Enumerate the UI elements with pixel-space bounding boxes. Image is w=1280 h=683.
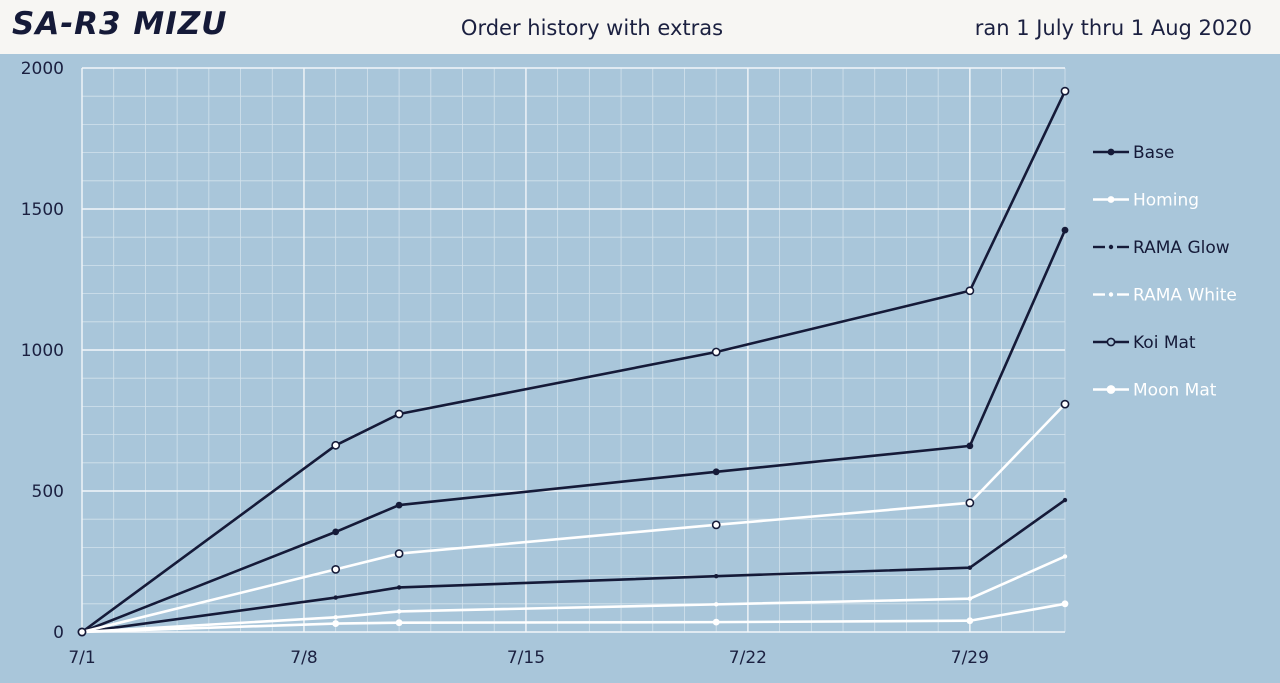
- series-line: [80, 498, 1067, 634]
- y-tick-label: 500: [32, 482, 64, 502]
- legend-label: RAMA White: [1133, 286, 1237, 306]
- legend-label: Moon Mat: [1133, 381, 1217, 401]
- legend-entry: Base: [1093, 143, 1174, 163]
- data-point: [331, 440, 341, 450]
- series-koi-mat: [77, 86, 1070, 637]
- series-base: [78, 226, 1069, 636]
- series-moon-mat: [77, 399, 1070, 637]
- data-point: [332, 620, 340, 627]
- series-rama-glow: [79, 497, 1068, 635]
- data-point: [711, 520, 721, 530]
- legend-entry: Homing: [1093, 191, 1199, 211]
- data-point: [966, 617, 974, 625]
- data-point: [396, 585, 402, 590]
- data-point: [713, 602, 719, 607]
- y-tick-label: 1500: [21, 200, 64, 220]
- data-point: [395, 501, 403, 509]
- legend-label: RAMA Glow: [1133, 238, 1230, 258]
- data-point: [712, 618, 720, 626]
- series-line: [80, 555, 1067, 634]
- data-point: [711, 347, 721, 357]
- data-point: [1060, 86, 1070, 96]
- data-point: [333, 595, 338, 600]
- data-point: [966, 442, 974, 450]
- data-point: [394, 409, 404, 419]
- data-point: [395, 619, 403, 627]
- data-point: [712, 468, 720, 476]
- legend-label: Homing: [1133, 191, 1199, 211]
- legend-entry: RAMA Glow: [1093, 238, 1230, 258]
- brand-logo: SA-R3 MIZU: [12, 6, 228, 42]
- chart-axes: 0 500 1000 1500 2000 7/1 7/8 7/15 7/22 7/29: [21, 59, 989, 668]
- series-line: [80, 89, 1067, 634]
- series-line: [80, 402, 1067, 634]
- header-bar: SA-R3 MIZU Order history with extras ran…: [0, 0, 1280, 54]
- chart-title: Order history with extras: [460, 16, 724, 40]
- legend-swatch-marker: [1106, 385, 1116, 394]
- x-tick-label: 7/1: [68, 648, 95, 668]
- series-line: [80, 228, 1067, 634]
- legend-entry: RAMA White: [1093, 286, 1237, 306]
- legend-swatch-marker: [1107, 196, 1115, 203]
- data-point: [1061, 600, 1069, 608]
- legend-swatch-marker: [1108, 292, 1114, 297]
- chart-grid: [81, 67, 1066, 633]
- data-point: [965, 498, 975, 508]
- data-point: [332, 528, 340, 536]
- x-tick-label: 7/29: [951, 648, 989, 668]
- chart-legend: Base Homing RAMA Glow RAMA White Koi Mat Moon…: [1093, 143, 1237, 401]
- legend-entry: Koi Mat: [1093, 333, 1196, 353]
- date-range-label: ran 1 July thru 1 Aug 2020: [974, 16, 1252, 40]
- data-point: [965, 286, 975, 296]
- legend-label: Koi Mat: [1133, 333, 1196, 353]
- data-point: [1061, 226, 1069, 234]
- y-tick-label: 1000: [21, 341, 64, 361]
- x-tick-label: 7/8: [290, 648, 317, 668]
- legend-swatch-marker: [1108, 244, 1114, 250]
- x-tick-label: 7/15: [507, 648, 545, 668]
- data-point: [77, 627, 87, 637]
- data-point: [396, 609, 402, 614]
- data-point: [331, 564, 341, 574]
- data-point: [394, 549, 404, 559]
- data-point: [1060, 399, 1070, 409]
- series-line: [80, 602, 1067, 634]
- legend-swatch-marker: [1107, 148, 1115, 156]
- y-tick-label: 0: [53, 623, 64, 643]
- series-homing: [78, 600, 1069, 636]
- x-tick-label: 7/22: [729, 648, 767, 668]
- legend-entry: Moon Mat: [1093, 381, 1217, 401]
- y-tick-label: 2000: [21, 59, 64, 79]
- data-point: [967, 565, 973, 570]
- legend-label: Base: [1133, 143, 1174, 163]
- chart-series: [77, 86, 1070, 637]
- legend-swatch-marker: [1106, 337, 1116, 347]
- data-point: [1062, 554, 1068, 559]
- data-point: [1062, 497, 1068, 503]
- data-point: [713, 573, 719, 579]
- data-point: [333, 615, 338, 620]
- data-point: [967, 596, 973, 601]
